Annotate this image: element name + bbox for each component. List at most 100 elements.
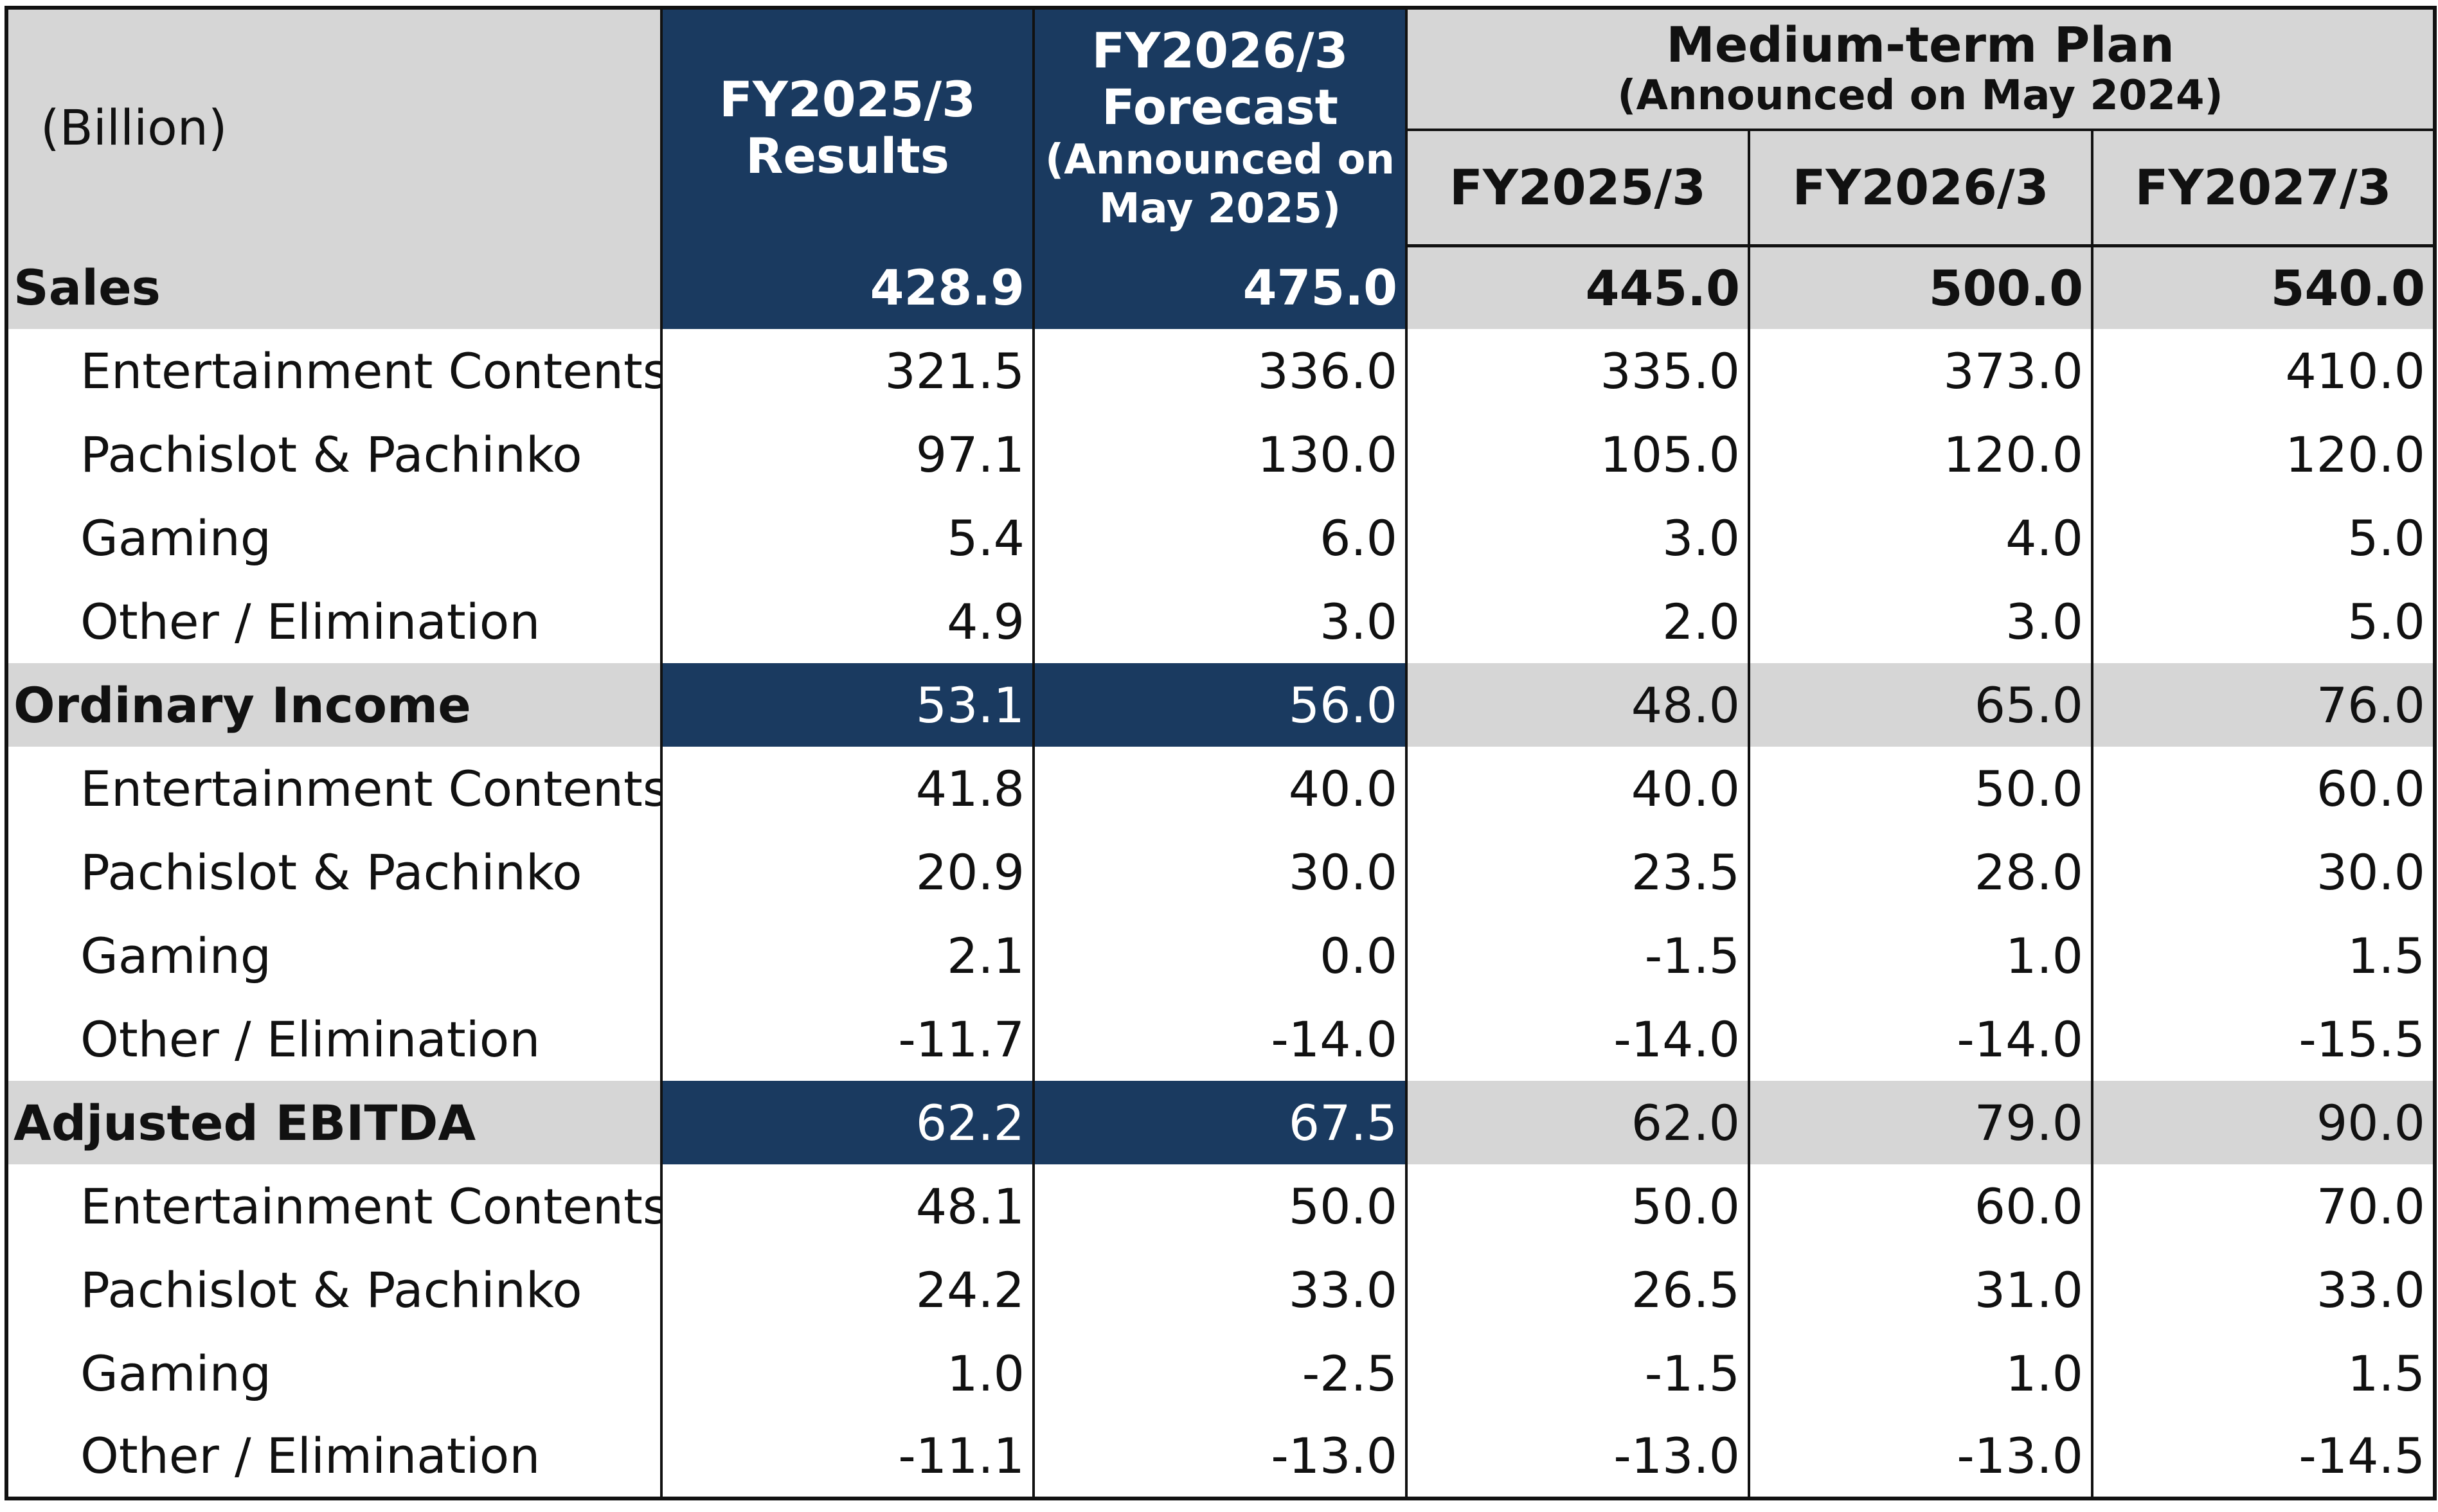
plan-subtitle: (Announced on May 2024) [1617, 71, 2223, 120]
value-cell: -14.0 [1032, 997, 1408, 1081]
value-cell: 50.0 [1032, 1164, 1408, 1248]
plan-title: Medium-term Plan [1666, 15, 2174, 73]
table-row: Pachislot & Pachinko 24.2 33.0 26.5 31.0 33.0 [5, 1248, 2437, 1331]
section-row: Adjusted EBITDA 62.2 67.5 62.0 79.0 90.0 [5, 1081, 2437, 1164]
section-value-cell: 79.0 [1748, 1081, 2093, 1164]
row-label: Other / Elimination [5, 580, 663, 663]
value-cell: 3.0 [1032, 580, 1408, 663]
table-row: Entertainment Contents 48.1 50.0 50.0 60.0 70… [5, 1164, 2437, 1248]
value-cell: 97.1 [660, 413, 1035, 496]
value-cell: 0.0 [1032, 914, 1408, 997]
value-cell: 33.0 [1032, 1248, 1408, 1331]
value-cell: -15.5 [2090, 997, 2437, 1081]
value-cell: 33.0 [2090, 1248, 2437, 1331]
value-cell: 20.9 [660, 830, 1035, 914]
value-cell: 1.5 [2090, 914, 2437, 997]
table-row: Other / Elimination 4.9 3.0 2.0 3.0 5.0 [5, 580, 2437, 663]
forecast-header-note-2: May 2025) [1098, 184, 1341, 233]
value-cell: 28.0 [1748, 830, 2093, 914]
value-cell: 120.0 [1748, 413, 2093, 496]
value-cell: 3.0 [1748, 580, 2093, 663]
value-cell: 1.0 [1748, 1331, 2093, 1415]
table-body: Sales 428.9 475.0 445.0 500.0 540.0 Entertainm… [5, 245, 2437, 1499]
row-label: Pachislot & Pachinko [5, 413, 663, 496]
value-cell: 3.0 [1405, 496, 1750, 580]
section-value-cell: 540.0 [2090, 245, 2437, 329]
value-cell: -14.0 [1748, 997, 2093, 1081]
value-cell: -1.5 [1405, 914, 1750, 997]
value-cell: 60.0 [2090, 747, 2437, 830]
value-cell: 130.0 [1032, 413, 1408, 496]
row-label: Pachislot & Pachinko [5, 830, 663, 914]
section-value-cell: 475.0 [1032, 245, 1408, 329]
table-row: Other / Elimination -11.7 -14.0 -14.0 -14.0-… [5, 997, 2437, 1081]
value-cell: 2.1 [660, 914, 1035, 997]
section-value-cell: 428.9 [660, 245, 1035, 329]
section-value-cell: 53.1 [660, 663, 1035, 747]
value-cell: -14.5 [2090, 1415, 2437, 1499]
section-value-cell: 445.0 [1405, 245, 1750, 329]
value-cell: 105.0 [1405, 413, 1750, 496]
row-label: Entertainment Contents [5, 747, 663, 830]
value-cell: 120.0 [2090, 413, 2437, 496]
value-cell: 1.5 [2090, 1331, 2437, 1415]
section-value-cell: 76.0 [2090, 663, 2437, 747]
table-row: Gaming 1.0 -2.5 -1.5 1.0 1.5 [5, 1331, 2437, 1415]
table-row: Gaming 5.4 6.0 3.0 4.0 5.0 [5, 496, 2437, 580]
table-row: Gaming 2.1 0.0 -1.5 1.0 1.5 [5, 914, 2437, 997]
value-cell: 373.0 [1748, 329, 2093, 413]
value-cell: 26.5 [1405, 1248, 1750, 1331]
plan-year-header: FY2027/3 [2090, 130, 2437, 247]
section-value-cell: 62.0 [1405, 1081, 1750, 1164]
value-cell: 6.0 [1032, 496, 1408, 580]
section-label: Adjusted EBITDA [5, 1081, 663, 1164]
value-cell: 24.2 [660, 1248, 1035, 1331]
value-cell: 1.0 [1748, 914, 2093, 997]
value-cell: 41.8 [660, 747, 1035, 830]
section-value-cell: 90.0 [2090, 1081, 2437, 1164]
plan-year-header: FY2026/3 [1748, 130, 2093, 247]
section-value-cell: 62.2 [660, 1081, 1035, 1164]
value-cell: 1.0 [660, 1331, 1035, 1415]
results-header-label: Results [745, 127, 950, 184]
unit-label: (Billion) [5, 8, 663, 245]
section-value-cell: 500.0 [1748, 245, 2093, 329]
value-cell: 335.0 [1405, 329, 1750, 413]
value-cell: 4.0 [1748, 496, 2093, 580]
value-cell: 5.0 [2090, 580, 2437, 663]
value-cell: 5.0 [2090, 496, 2437, 580]
row-label: Entertainment Contents [5, 1164, 663, 1248]
value-cell: 50.0 [1748, 747, 2093, 830]
table-row: Other / Elimination -11.1 -13.0 -13.0 -13.0-… [5, 1415, 2437, 1499]
section-row: Sales 428.9 475.0 445.0 500.0 540.0 [5, 245, 2437, 329]
value-cell: 4.9 [660, 580, 1035, 663]
value-cell: 31.0 [1748, 1248, 2093, 1331]
value-cell: 30.0 [1032, 830, 1408, 914]
value-cell: 2.0 [1405, 580, 1750, 663]
row-label: Gaming [5, 1331, 663, 1415]
value-cell: 321.5 [660, 329, 1035, 413]
value-cell: 70.0 [2090, 1164, 2437, 1248]
value-cell: -11.7 [660, 997, 1035, 1081]
section-value-cell: 56.0 [1032, 663, 1408, 747]
value-cell: 50.0 [1405, 1164, 1750, 1248]
value-cell: 410.0 [2090, 329, 2437, 413]
table-row: Pachislot & Pachinko 97.1 130.0 105.0 120.0 1… [5, 413, 2437, 496]
row-label: Other / Elimination [5, 1415, 663, 1499]
value-cell: 23.5 [1405, 830, 1750, 914]
value-cell: -13.0 [1032, 1415, 1408, 1499]
header-row-years: FY2025/3 FY2026/3 FY2027/3 [6, 130, 2437, 247]
row-label: Other / Elimination [5, 997, 663, 1081]
section-value-cell: 48.0 [1405, 663, 1750, 747]
plan-group-header: Medium-term Plan (Announced on May 2024) [1404, 8, 2437, 131]
forecast-header-label: Forecast [1102, 78, 1338, 136]
section-row: Ordinary Income 53.1 56.0 48.0 65.0 76.0 [5, 663, 2437, 747]
value-cell: 336.0 [1032, 329, 1408, 413]
section-value-cell: 67.5 [1032, 1081, 1408, 1164]
results-header-year: FY2025/3 [719, 70, 976, 128]
value-cell: 40.0 [1405, 747, 1750, 830]
forecast-column-header: FY2026/3 Forecast (Announced on May 2025… [1032, 8, 1408, 245]
value-cell: 40.0 [1032, 747, 1408, 830]
row-label: Pachislot & Pachinko [5, 1248, 663, 1331]
value-cell: -13.0 [1748, 1415, 2093, 1499]
